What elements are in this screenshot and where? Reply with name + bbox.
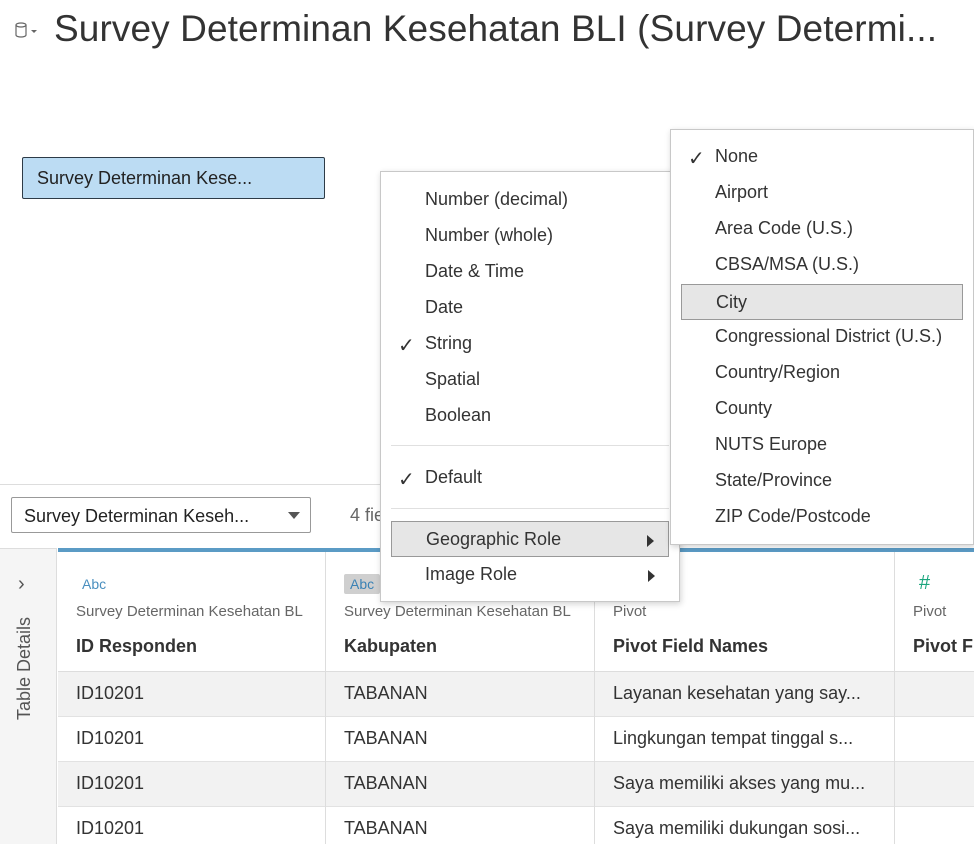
fields-count: 4 fie [350,505,385,525]
menu-item-boolean[interactable]: Boolean [381,398,679,434]
menu-item-label: Geographic Role [426,529,562,549]
menu-item-label: Airport [715,182,769,202]
table-cell [895,672,974,717]
table-cell [895,717,974,762]
data-type-menu: Number (decimal) Number (whole) Date & T… [380,171,680,602]
column-header[interactable]: # Pivot Pivot Fi [895,552,974,672]
menu-item-spatial[interactable]: Spatial [381,362,679,398]
table-cell: TABANAN [326,672,594,717]
chevron-right-icon[interactable]: › [18,573,25,595]
menu-item-label: CBSA/MSA (U.S.) [715,254,860,274]
submenu-arrow-icon [648,570,655,582]
geo-item-state-province[interactable]: State/Province [671,463,973,499]
menu-item-label: Area Code (U.S.) [715,218,854,238]
column-source: Pivot [613,603,647,620]
table-cell [895,807,974,844]
menu-item-label: Date & Time [425,261,525,281]
menu-item-label: Date [425,297,464,317]
column-name: Pivot Fi [913,636,974,656]
connection-select-value: Survey Determinan Keseh... [24,506,250,526]
menu-item-number-whole[interactable]: Number (whole) [381,218,679,254]
table-cell: Lingkungan tempat tinggal s... [595,717,894,762]
column-name: ID Responden [76,636,198,656]
string-type-icon[interactable]: Abc [344,574,381,594]
check-icon: ✓ [398,469,415,491]
table-cell: TABANAN [326,807,594,844]
geo-item-county[interactable]: County [671,391,973,427]
check-icon: ✓ [688,148,705,170]
menu-item-label: City [716,292,747,312]
table-cell: Saya memiliki akses yang mu... [595,762,894,807]
column-name: Kabupaten [344,636,438,656]
grid-column[interactable]: Pivot Pivot Field Names Layanan kesehata… [595,552,895,844]
geo-item-zip-code[interactable]: ZIP Code/Postcode [671,499,973,535]
menu-item-label: State/Province [715,470,833,490]
geo-item-congressional-district[interactable]: Congressional District (U.S.) [671,319,973,355]
menu-item-string[interactable]: ✓ String [381,326,679,362]
menu-separator [391,445,669,446]
check-icon: ✓ [398,335,415,357]
geographic-role-menu: ✓ None Airport Area Code (U.S.) CBSA/MSA … [670,129,974,545]
menu-item-label: ZIP Code/Postcode [715,506,871,526]
table-details-panel[interactable]: › [0,548,57,844]
database-dropdown-icon[interactable] [14,21,40,39]
menu-item-number-decimal[interactable]: Number (decimal) [381,182,679,218]
geo-item-none[interactable]: ✓ None [671,139,973,175]
menu-item-label: Spatial [425,369,481,389]
table-cell: TABANAN [326,717,594,762]
table-cell: ID10201 [58,762,325,807]
table-cell: Layanan kesehatan yang say... [595,672,894,717]
connection-select[interactable]: Survey Determinan Keseh... [11,497,311,533]
menu-item-date-time[interactable]: Date & Time [381,254,679,290]
menu-item-default[interactable]: ✓ Default [381,460,679,496]
geo-item-city[interactable]: City [681,284,963,320]
column-source: Survey Determinan Kesehatan BL [344,603,571,620]
geo-item-country-region[interactable]: Country/Region [671,355,973,391]
column-source: Survey Determinan Kesehatan BL [76,603,303,620]
string-type-icon[interactable]: Abc [82,576,107,592]
menu-item-image-role[interactable]: Image Role [381,557,679,593]
table-cell: TABANAN [326,762,594,807]
chevron-down-icon [288,512,300,519]
column-header[interactable]: Abc Survey Determinan Kesehatan BL ID Re… [58,552,325,672]
page-title[interactable]: Survey Determinan Kesehatan BLI (Survey … [54,8,938,49]
table-cell [895,762,974,807]
table-cell: Saya memiliki dukungan sosi... [595,807,894,844]
menu-item-date[interactable]: Date [381,290,679,326]
menu-item-label: County [715,398,773,418]
geo-item-nuts-europe[interactable]: NUTS Europe [671,427,973,463]
menu-item-label: String [425,333,473,353]
canvas-table[interactable]: Survey Determinan Kese... [22,157,325,199]
menu-item-label: Image Role [425,564,518,584]
menu-item-label: Number (whole) [425,225,554,245]
number-type-icon[interactable]: # [919,572,931,594]
geo-item-area-code[interactable]: Area Code (U.S.) [671,211,973,247]
table-details-label[interactable]: Table Details [14,616,34,720]
geo-item-airport[interactable]: Airport [671,175,973,211]
menu-item-label: Boolean [425,405,492,425]
menu-item-geographic-role[interactable]: Geographic Role [391,521,669,557]
grid-column[interactable]: # Pivot Pivot Fi [895,552,974,844]
menu-separator [391,508,669,509]
menu-item-label: Default [425,467,483,487]
menu-item-label: Congressional District (U.S.) [715,326,943,346]
menu-item-label: None [715,146,759,166]
submenu-arrow-icon [647,535,654,547]
column-name: Pivot Field Names [613,636,769,656]
menu-item-label: NUTS Europe [715,434,828,454]
menu-item-label: Country/Region [715,362,841,382]
table-cell: ID10201 [58,672,325,717]
geo-item-cbsa-msa[interactable]: CBSA/MSA (U.S.) [671,247,973,283]
column-source: Pivot [913,603,947,620]
table-cell: ID10201 [58,717,325,762]
menu-item-label: Number (decimal) [425,189,569,209]
table-cell: ID10201 [58,807,325,844]
grid-column[interactable]: Abc Survey Determinan Kesehatan BL ID Re… [58,552,326,844]
